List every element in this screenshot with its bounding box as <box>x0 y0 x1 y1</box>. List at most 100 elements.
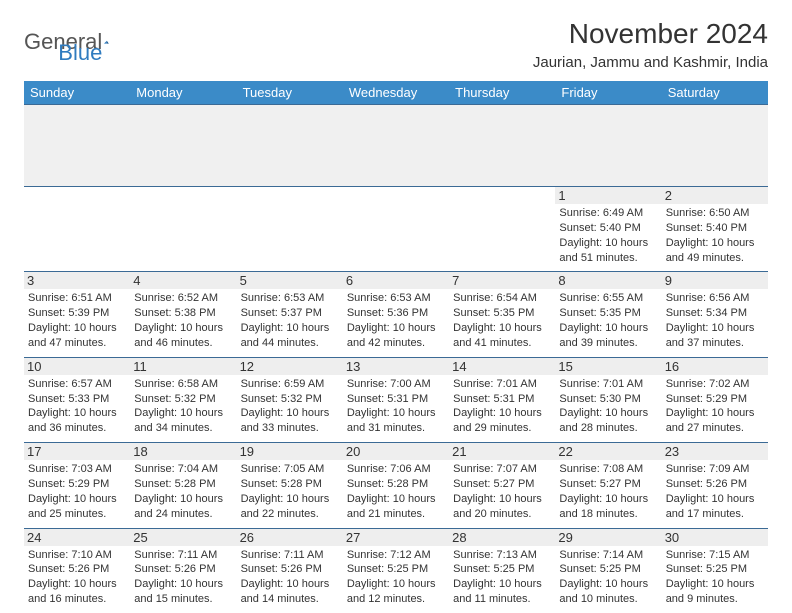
logo-text-blue: Blue <box>58 40 102 66</box>
day-info: Sunrise: 7:01 AMSunset: 5:31 PMDaylight:… <box>453 377 551 436</box>
calendar-cell: 5 Sunrise: 6:53 AMSunset: 5:37 PMDaylight… <box>237 272 343 357</box>
day-number: 2 <box>662 187 768 204</box>
calendar-week: 1 Sunrise: 6:49 AMSunset: 5:40 PMDaylight… <box>24 187 768 272</box>
day-number: 21 <box>449 443 555 460</box>
calendar-cell: 30 Sunrise: 7:15 AMSunset: 5:25 PMDayligh… <box>662 528 768 613</box>
calendar-cell: 1 Sunrise: 6:49 AMSunset: 5:40 PMDaylight… <box>555 187 661 272</box>
day-info: Sunrise: 7:05 AMSunset: 5:28 PMDaylight:… <box>241 462 339 521</box>
day-info: Sunrise: 6:49 AMSunset: 5:40 PMDaylight:… <box>559 206 657 265</box>
day-info: Sunrise: 7:08 AMSunset: 5:27 PMDaylight:… <box>559 462 657 521</box>
day-header: Tuesday <box>237 81 343 105</box>
day-info: Sunrise: 6:53 AMSunset: 5:37 PMDaylight:… <box>241 291 339 350</box>
day-number: 29 <box>555 529 661 546</box>
calendar-cell: 25Sunrise: 7:11 AMSunset: 5:26 PMDayligh… <box>130 528 236 613</box>
day-number: 14 <box>449 358 555 375</box>
calendar-cell: 23Sunrise: 7:09 AMSunset: 5:26 PMDayligh… <box>662 443 768 528</box>
day-number: 19 <box>237 443 343 460</box>
day-number: 12 <box>237 358 343 375</box>
day-info: Sunrise: 7:14 AMSunset: 5:25 PMDaylight:… <box>559 548 657 607</box>
day-number: 10 <box>24 358 130 375</box>
day-number: 7 <box>449 272 555 289</box>
day-info: Sunrise: 6:56 AMSunset: 5:34 PMDaylight:… <box>666 291 764 350</box>
day-number: 20 <box>343 443 449 460</box>
day-info: Sunrise: 7:10 AMSunset: 5:26 PMDaylight:… <box>28 548 126 607</box>
day-number: 15 <box>555 358 661 375</box>
calendar-cell: 26Sunrise: 7:11 AMSunset: 5:26 PMDayligh… <box>237 528 343 613</box>
day-number: 17 <box>24 443 130 460</box>
calendar-week: 24 Sunrise: 7:10 AMSunset: 5:26 PMDayligh… <box>24 528 768 613</box>
day-number: 24 <box>24 529 130 546</box>
day-info: Sunrise: 6:52 AMSunset: 5:38 PMDaylight:… <box>134 291 232 350</box>
day-header: Wednesday <box>343 81 449 105</box>
day-info: Sunrise: 6:53 AMSunset: 5:36 PMDaylight:… <box>347 291 445 350</box>
calendar-cell: 2 Sunrise: 6:50 AMSunset: 5:40 PMDaylight… <box>662 187 768 272</box>
calendar-cell <box>343 187 449 272</box>
day-info: Sunrise: 7:04 AMSunset: 5:28 PMDaylight:… <box>134 462 232 521</box>
calendar-cell <box>24 187 130 272</box>
day-header: Monday <box>130 81 236 105</box>
calendar-cell: 17 Sunrise: 7:03 AMSunset: 5:29 PMDayligh… <box>24 443 130 528</box>
calendar-cell: 27Sunrise: 7:12 AMSunset: 5:25 PMDayligh… <box>343 528 449 613</box>
day-number: 4 <box>130 272 236 289</box>
calendar-cell: 22Sunrise: 7:08 AMSunset: 5:27 PMDayligh… <box>555 443 661 528</box>
calendar-cell: 6Sunrise: 6:53 AMSunset: 5:36 PMDaylight… <box>343 272 449 357</box>
day-number: 18 <box>130 443 236 460</box>
day-number: 8 <box>555 272 661 289</box>
spacer-row <box>24 105 768 187</box>
calendar-cell: 14 Sunrise: 7:01 AMSunset: 5:31 PMDayligh… <box>449 357 555 442</box>
calendar-week: 17 Sunrise: 7:03 AMSunset: 5:29 PMDayligh… <box>24 443 768 528</box>
day-number: 23 <box>662 443 768 460</box>
day-info: Sunrise: 6:50 AMSunset: 5:40 PMDaylight:… <box>666 206 764 265</box>
calendar-week: 3 Sunrise: 6:51 AMSunset: 5:39 PMDaylight… <box>24 272 768 357</box>
day-number: 5 <box>237 272 343 289</box>
day-info: Sunrise: 7:07 AMSunset: 5:27 PMDaylight:… <box>453 462 551 521</box>
day-info: Sunrise: 6:54 AMSunset: 5:35 PMDaylight:… <box>453 291 551 350</box>
day-number: 28 <box>449 529 555 546</box>
day-header: Friday <box>555 81 661 105</box>
day-number: 27 <box>343 529 449 546</box>
calendar-cell: 3 Sunrise: 6:51 AMSunset: 5:39 PMDaylight… <box>24 272 130 357</box>
day-info: Sunrise: 7:15 AMSunset: 5:25 PMDaylight:… <box>666 548 764 607</box>
day-number: 13 <box>343 358 449 375</box>
calendar-cell: 29 Sunrise: 7:14 AMSunset: 5:25 PMDayligh… <box>555 528 661 613</box>
logo: General Blue <box>24 18 102 66</box>
day-number: 3 <box>24 272 130 289</box>
day-info: Sunrise: 6:55 AMSunset: 5:35 PMDaylight:… <box>559 291 657 350</box>
location: Jaurian, Jammu and Kashmir, India <box>533 54 768 71</box>
calendar-cell: 16Sunrise: 7:02 AMSunset: 5:29 PMDayligh… <box>662 357 768 442</box>
calendar-cell: 4 Sunrise: 6:52 AMSunset: 5:38 PMDaylight… <box>130 272 236 357</box>
title-block: November 2024 Jaurian, Jammu and Kashmir… <box>533 18 768 71</box>
calendar-cell: 7 Sunrise: 6:54 AMSunset: 5:35 PMDaylight… <box>449 272 555 357</box>
logo-triangle-icon <box>104 34 109 50</box>
day-info: Sunrise: 7:06 AMSunset: 5:28 PMDaylight:… <box>347 462 445 521</box>
calendar-cell: 24 Sunrise: 7:10 AMSunset: 5:26 PMDayligh… <box>24 528 130 613</box>
month-title: November 2024 <box>533 18 768 50</box>
calendar-cell: 18 Sunrise: 7:04 AMSunset: 5:28 PMDayligh… <box>130 443 236 528</box>
header: General Blue November 2024 Jaurian, Jamm… <box>24 18 768 71</box>
day-info: Sunrise: 7:02 AMSunset: 5:29 PMDaylight:… <box>666 377 764 436</box>
day-number: 11 <box>130 358 236 375</box>
calendar-cell <box>237 187 343 272</box>
day-info: Sunrise: 7:00 AMSunset: 5:31 PMDaylight:… <box>347 377 445 436</box>
calendar-cell: 28Sunrise: 7:13 AMSunset: 5:25 PMDayligh… <box>449 528 555 613</box>
calendar-cell: 11 Sunrise: 6:58 AMSunset: 5:32 PMDayligh… <box>130 357 236 442</box>
day-header-row: SundayMondayTuesdayWednesdayThursdayFrid… <box>24 81 768 105</box>
calendar-cell: 19 Sunrise: 7:05 AMSunset: 5:28 PMDayligh… <box>237 443 343 528</box>
calendar-cell: 9 Sunrise: 6:56 AMSunset: 5:34 PMDaylight… <box>662 272 768 357</box>
day-number: 1 <box>555 187 661 204</box>
day-header: Saturday <box>662 81 768 105</box>
day-info: Sunrise: 7:03 AMSunset: 5:29 PMDaylight:… <box>28 462 126 521</box>
day-info: Sunrise: 6:51 AMSunset: 5:39 PMDaylight:… <box>28 291 126 350</box>
calendar-cell: 15Sunrise: 7:01 AMSunset: 5:30 PMDayligh… <box>555 357 661 442</box>
calendar-table: SundayMondayTuesdayWednesdayThursdayFrid… <box>24 81 768 613</box>
calendar-cell: 13 Sunrise: 7:00 AMSunset: 5:31 PMDayligh… <box>343 357 449 442</box>
day-info: Sunrise: 6:58 AMSunset: 5:32 PMDaylight:… <box>134 377 232 436</box>
calendar-cell <box>449 187 555 272</box>
calendar-cell <box>130 187 236 272</box>
day-number: 9 <box>662 272 768 289</box>
day-header: Thursday <box>449 81 555 105</box>
calendar-week: 10Sunrise: 6:57 AMSunset: 5:33 PMDayligh… <box>24 357 768 442</box>
day-header: Sunday <box>24 81 130 105</box>
day-number: 30 <box>662 529 768 546</box>
day-number: 25 <box>130 529 236 546</box>
